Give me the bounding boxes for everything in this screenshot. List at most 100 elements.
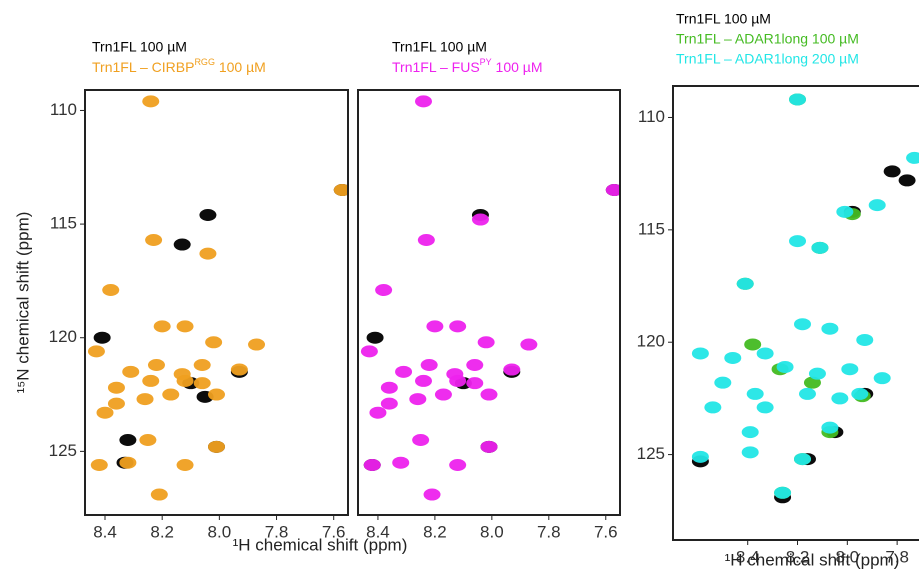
peak (392, 456, 410, 469)
peak (856, 333, 874, 346)
x-tick-label: 7.8 (885, 547, 909, 566)
legend-entry: Trn1FL 100 µM (392, 39, 487, 55)
plot-area (360, 95, 620, 501)
x-tick-label: 8.0 (480, 522, 504, 541)
y-tick-label: 110 (50, 100, 77, 119)
peak (102, 284, 120, 296)
peak (145, 234, 163, 246)
peak (87, 345, 105, 358)
legend-text: PY (480, 57, 492, 67)
plot-area (691, 93, 919, 504)
peak (366, 331, 384, 344)
peak (360, 345, 378, 358)
x-tick-label: 8.2 (150, 522, 174, 541)
peak (774, 486, 792, 499)
peak (746, 387, 764, 400)
peak (704, 401, 722, 414)
y-tick-label: 125 (637, 444, 665, 463)
peak (756, 401, 774, 414)
peak (789, 235, 807, 248)
peak (480, 388, 498, 401)
peak (415, 374, 432, 387)
peak (841, 363, 859, 376)
legend-text: 100 µM (215, 59, 266, 75)
peak (176, 320, 194, 333)
x-tick-label: 7.8 (537, 522, 561, 541)
peak (811, 241, 829, 254)
x-tick-label: 8.2 (786, 547, 810, 566)
peak (409, 393, 427, 406)
peak (466, 359, 484, 371)
peak (741, 426, 759, 439)
plot-frame (357, 89, 621, 516)
peak (395, 365, 413, 378)
y-tick-label: 120 (49, 327, 77, 346)
legend-text: Trn1FL – CIRBP (92, 59, 194, 75)
peak (520, 338, 538, 351)
peak (415, 95, 432, 108)
peak (744, 338, 762, 351)
peak (873, 372, 891, 385)
x-tick-label: 8.4 (366, 522, 390, 541)
peak (851, 387, 869, 400)
peak (477, 336, 495, 349)
peak (831, 392, 849, 405)
peak (142, 374, 160, 387)
peak (412, 434, 430, 446)
legend-entry: Trn1FL – ADAR1long 200 µM (676, 51, 859, 67)
peak (503, 363, 521, 376)
peak (119, 434, 137, 446)
peak (724, 351, 742, 364)
legend-entry: Trn1FL 100 µM (92, 39, 187, 55)
x-tick-label: 8.0 (208, 522, 232, 541)
peak (208, 440, 225, 453)
y-tick-label: 115 (638, 219, 665, 238)
peak (906, 151, 919, 164)
plot-frame (672, 85, 919, 541)
peak (426, 320, 444, 333)
peak (736, 277, 754, 290)
peak (868, 199, 886, 212)
peak (142, 95, 160, 108)
peak (205, 336, 223, 349)
peak (449, 459, 467, 471)
y-axis-label: ¹⁵N chemical shift (ppm) (13, 212, 32, 394)
peak (147, 359, 165, 371)
legend-entry: Trn1FL – CIRBPRGG 100 µM (92, 57, 266, 74)
peak (193, 359, 211, 371)
x-tick-label: 8.0 (836, 547, 860, 566)
peak (420, 359, 438, 371)
y-tick-label: 125 (49, 441, 77, 460)
peak (466, 377, 484, 390)
peak (691, 450, 709, 463)
peak (176, 374, 194, 387)
peak (691, 347, 709, 360)
peak (248, 338, 266, 351)
peak (798, 387, 816, 400)
peak (794, 318, 811, 331)
peak (139, 434, 157, 446)
peak (150, 488, 168, 501)
peak (176, 459, 194, 471)
peak (605, 184, 620, 196)
legend-text: 100 µM (492, 59, 543, 75)
peak (193, 377, 211, 390)
x-axis-label: ¹H chemical shift (ppm) (725, 550, 900, 569)
peak (380, 381, 398, 394)
legend-entry: Trn1FL 100 µM (676, 11, 771, 27)
x-tick-label: 8.4 (736, 547, 760, 566)
peak (199, 247, 217, 260)
x-axis-label: ¹H chemical shift (ppm) (233, 535, 408, 554)
legend-text: Trn1FL – FUS (392, 59, 480, 75)
peak (230, 363, 248, 376)
legend-entry: Trn1FL – FUSPY 100 µM (392, 57, 543, 74)
peak (136, 393, 154, 406)
peak (821, 322, 839, 335)
peak (173, 238, 191, 251)
x-tick-label: 7.8 (265, 522, 289, 541)
plot-area (87, 95, 348, 501)
peak (162, 388, 180, 401)
peak (93, 331, 111, 344)
y-tick-label: 115 (50, 214, 77, 233)
